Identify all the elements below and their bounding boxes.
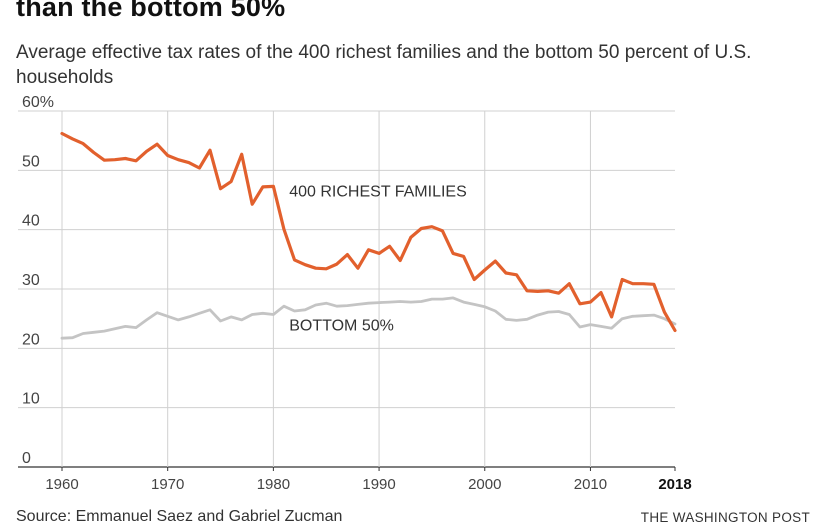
chart-headline: than the bottom 50%: [16, 0, 286, 22]
chart-subtitle: Average effective tax rates of the 400 r…: [16, 42, 752, 88]
y-tick-label: 0: [22, 450, 31, 467]
chart-grid: [18, 110, 676, 471]
line-chart: 0 10 20 30 40 50 60% 1960 1970 1980 1990 2000 2010 2…: [18, 94, 692, 493]
x-tick-label: 2000: [468, 476, 501, 493]
source-note: Source: Emmanuel Saez and Gabriel Zucman: [16, 508, 343, 525]
x-tick-label: 1970: [151, 476, 184, 493]
series-line-richest-400: [60, 131, 677, 333]
y-axis-tick-labels: 0 10 20 30 40 50 60%: [22, 94, 54, 467]
publisher-credit: THE WASHINGTON POST: [640, 510, 810, 525]
series-labels: 400 RICHEST FAMILIES BOTTOM 50%: [289, 183, 467, 334]
y-tick-label: 40: [22, 213, 40, 230]
y-tick-label: 30: [22, 272, 40, 289]
x-tick-label: 1990: [362, 476, 395, 493]
x-tick-label: 1960: [45, 476, 78, 493]
x-tick-label: 2018: [658, 476, 691, 493]
series-lines: [60, 131, 677, 340]
x-tick-label: 1980: [257, 476, 290, 493]
y-tick-label: 60%: [22, 94, 54, 111]
series-label-bottom-50: BOTTOM 50%: [289, 318, 394, 335]
x-axis-tick-labels: 1960 1970 1980 1990 2000 2010 2018: [45, 476, 691, 493]
x-tick-label: 2010: [574, 476, 607, 493]
y-tick-label: 20: [22, 331, 40, 348]
series-line-bottom-50: [60, 296, 677, 340]
y-tick-label: 10: [22, 391, 40, 408]
series-label-richest-400: 400 RICHEST FAMILIES: [289, 183, 467, 200]
y-tick-label: 50: [22, 153, 40, 170]
